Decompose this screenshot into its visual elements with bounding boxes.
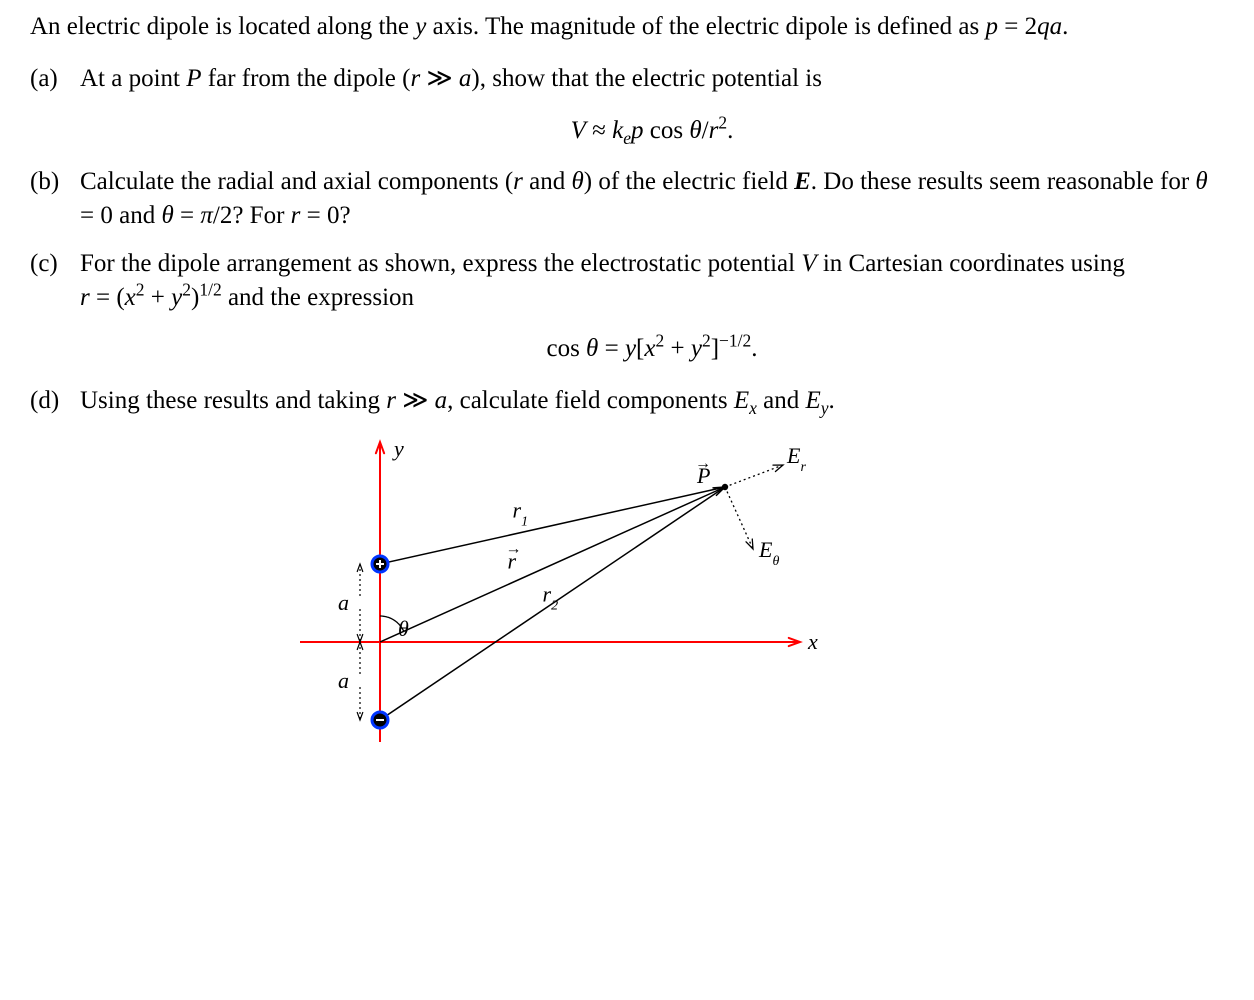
part-a-equation: V ≈ kep cos θ/r2. xyxy=(80,114,1224,148)
part-b-label: (b) xyxy=(30,165,72,199)
part-c-equation: cos θ = y[x2 + y2]−1/2. xyxy=(80,332,1224,366)
svg-text:a: a xyxy=(338,590,349,615)
svg-text:Er: Er xyxy=(786,443,806,475)
part-c-text: For the dipole arrangement as shown, exp… xyxy=(80,250,1125,311)
svg-text:Eθ: Eθ xyxy=(758,537,779,569)
part-a-label: (a) xyxy=(30,62,72,96)
svg-text:a: a xyxy=(338,668,349,693)
part-b: (b) Calculate the radial and axial compo… xyxy=(30,165,1224,233)
svg-text:θ: θ xyxy=(398,616,409,641)
part-d-text: Using these results and taking r ≫ a, ca… xyxy=(80,387,835,414)
svg-text:r1: r1 xyxy=(513,497,529,529)
svg-text:y: y xyxy=(392,436,404,461)
svg-text:→: → xyxy=(695,455,711,472)
part-c-label: (c) xyxy=(30,247,72,281)
svg-text:→: → xyxy=(506,540,522,557)
svg-text:x: x xyxy=(807,629,818,654)
dipole-figure: yxaaθr1r→r2P→ErEθ xyxy=(290,432,1224,762)
problem-intro: An electric dipole is located along the … xyxy=(30,10,1224,44)
part-a: (a) At a point P far from the dipole (r … xyxy=(30,62,1224,148)
part-a-text: At a point P far from the dipole (r ≫ a)… xyxy=(80,65,822,92)
problem-parts: (a) At a point P far from the dipole (r … xyxy=(30,62,1224,418)
part-c: (c) For the dipole arrangement as shown,… xyxy=(30,247,1224,366)
part-b-text: Calculate the radial and axial component… xyxy=(80,168,1208,229)
part-d-label: (d) xyxy=(30,384,72,418)
part-d: (d) Using these results and taking r ≫ a… xyxy=(30,384,1224,418)
